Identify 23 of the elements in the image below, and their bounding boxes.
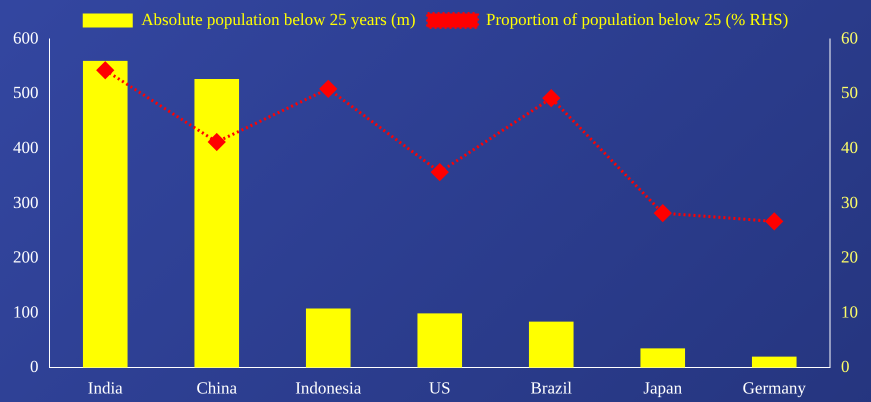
x-tick-label: Germany: [742, 378, 806, 398]
y-tick-label: 0: [30, 357, 38, 376]
x-tick-label: India: [88, 378, 124, 398]
y-tick-label: 600: [13, 28, 38, 48]
y-tick-label: 100: [13, 302, 38, 322]
y2-tick-label: 50: [841, 83, 858, 102]
y-tick-label: 400: [13, 138, 38, 157]
y-tick-label: 200: [13, 248, 38, 267]
y2-tick-label: 20: [841, 248, 858, 267]
y2-tick-label: 30: [841, 192, 858, 212]
x-tick-label: US: [428, 378, 451, 398]
y-tick-label: 300: [13, 192, 38, 212]
y2-tick-label: 40: [841, 138, 858, 157]
x-tick-label: Japan: [643, 378, 683, 398]
y2-tick-label: 10: [841, 302, 858, 322]
legend-label: Absolute population below 25 years (m): [141, 10, 416, 29]
x-tick-label: China: [196, 378, 238, 398]
x-tick-label: Indonesia: [295, 378, 362, 398]
x-tick-label: Brazil: [530, 378, 572, 398]
y2-tick-label: 0: [841, 357, 850, 376]
y-tick-label: 500: [13, 83, 38, 102]
legend-label: Proportion of population below 25 (% RHS): [486, 10, 788, 29]
y2-tick-label: 60: [841, 28, 858, 48]
